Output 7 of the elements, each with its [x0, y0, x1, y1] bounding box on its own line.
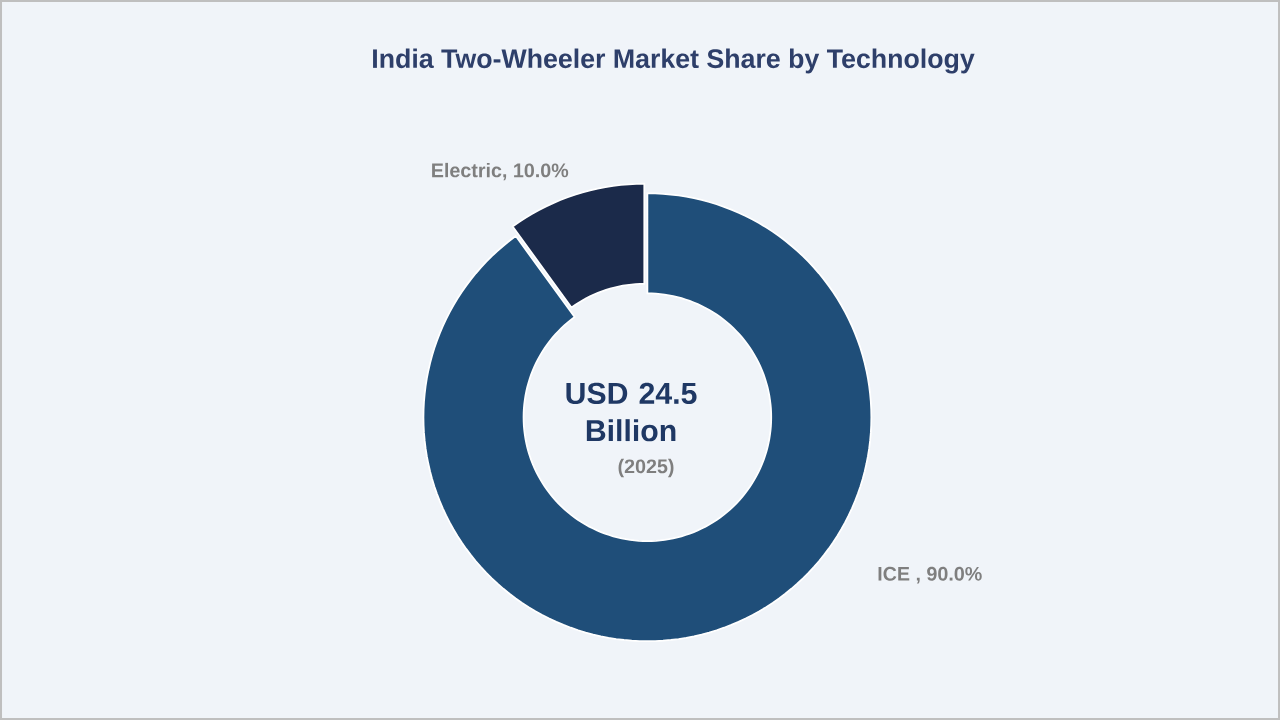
data-label: , 10.0% [503, 163, 569, 181]
slice-label: ICE [878, 566, 910, 581]
slice-label: Electric [432, 162, 502, 178]
text: (2025) [618, 458, 674, 478]
chart-title: India Two-Wheeler Market Share by Technology [373, 48, 975, 74]
data-label: , 90.0% [916, 566, 982, 584]
text: USD 24.5 Billion [566, 382, 697, 442]
